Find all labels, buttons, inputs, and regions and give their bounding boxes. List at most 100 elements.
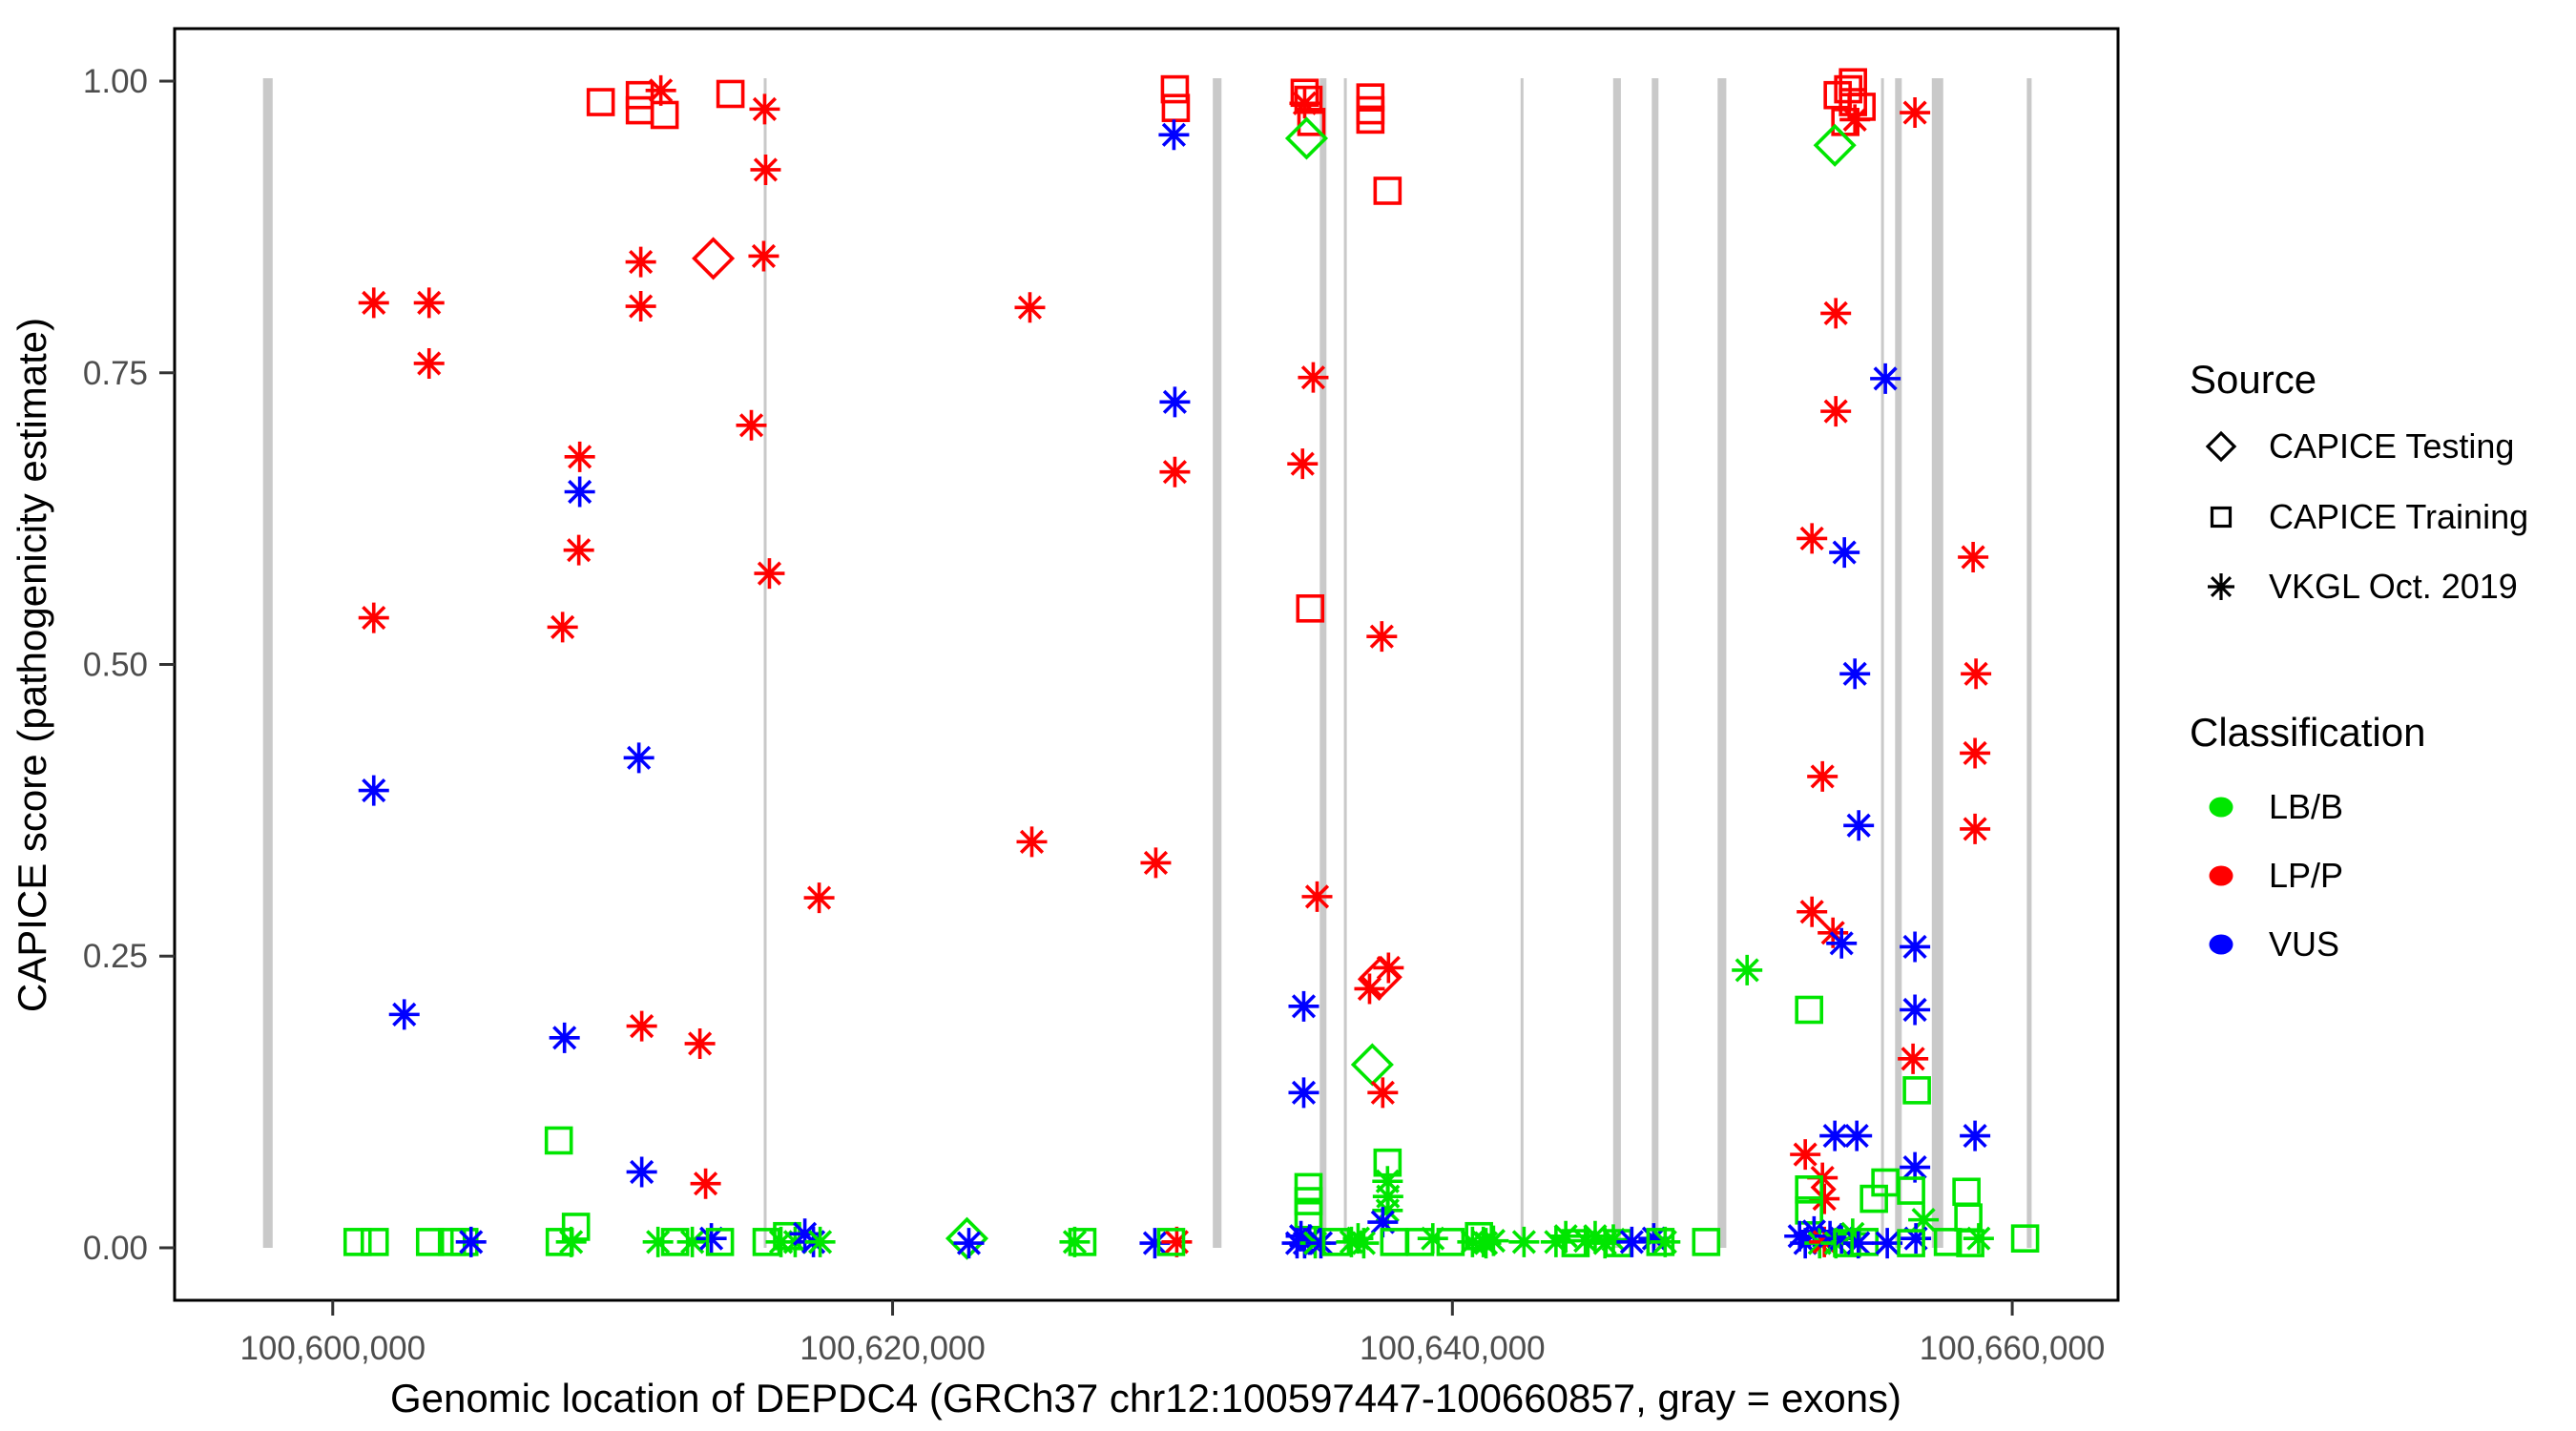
asterisk-icon <box>1908 1204 1940 1235</box>
square-icon <box>650 100 679 130</box>
square-icon <box>1294 85 1323 114</box>
asterisk-icon <box>1901 1223 1932 1255</box>
data-point <box>625 291 656 322</box>
data-point <box>1795 995 1823 1025</box>
data-point <box>1616 1226 1648 1257</box>
data-point <box>1305 1228 1337 1259</box>
asterisk-icon <box>1301 881 1333 912</box>
data-point <box>1960 737 1991 769</box>
data-point <box>748 240 779 272</box>
asterisk-icon <box>563 534 594 566</box>
legend-color-dot-icon <box>2209 934 2233 955</box>
data-point <box>642 1226 674 1257</box>
y-tick-label: 0.00 <box>83 1230 148 1267</box>
data-point <box>360 1228 389 1256</box>
asterisk-icon <box>1288 990 1319 1022</box>
asterisk-icon <box>1417 1223 1448 1255</box>
square-icon <box>1380 1228 1409 1256</box>
asterisk-icon <box>1960 813 1991 844</box>
asterisk-icon <box>358 287 389 319</box>
asterisk-icon <box>1366 621 1398 653</box>
exon-bar <box>1612 78 1621 1248</box>
asterisk-icon <box>1288 1077 1319 1109</box>
asterisk-icon <box>748 240 779 272</box>
y-tick-label: 1.00 <box>83 63 148 100</box>
asterisk-icon <box>1540 1226 1571 1257</box>
asterisk-icon <box>555 1226 587 1257</box>
data-point <box>1298 362 1329 393</box>
asterisk-icon <box>1367 1207 1399 1238</box>
data-point <box>1732 954 1763 985</box>
data-point <box>1285 1220 1317 1252</box>
asterisk-icon <box>1354 973 1385 1005</box>
data-point <box>1287 448 1319 480</box>
data-point <box>415 1228 445 1256</box>
legend-source-item-label: CAPICE Testing <box>2269 426 2514 466</box>
asterisk-icon <box>1140 847 1172 879</box>
asterisk-icon <box>1016 826 1048 858</box>
y-axis: 0.00 0.25 0.50 0.75 1.00 <box>83 63 175 1267</box>
data-point <box>1356 105 1385 135</box>
exon-bars <box>262 78 2032 1248</box>
data-point <box>358 287 389 319</box>
data-point <box>684 1027 716 1059</box>
data-point <box>343 1228 372 1256</box>
diamond-icon <box>1284 116 1329 160</box>
y-tick-label: 0.75 <box>83 355 148 392</box>
data-point <box>1961 658 1992 690</box>
data-point <box>953 1228 985 1259</box>
asterisk-icon <box>626 1010 657 1042</box>
square-icon <box>415 1228 445 1256</box>
exon-bar <box>2026 78 2032 1248</box>
data-point <box>1842 1228 1874 1259</box>
asterisk-icon <box>1616 1226 1648 1257</box>
data-point <box>716 79 745 109</box>
data-point <box>1839 104 1871 135</box>
square-icon <box>1902 1076 1931 1105</box>
data-point <box>1380 1228 1409 1256</box>
data-point <box>1016 826 1048 858</box>
data-point <box>750 154 781 185</box>
diamond-icon <box>1350 1043 1394 1087</box>
data-point <box>1900 931 1931 963</box>
asterisk-icon <box>1287 448 1319 480</box>
asterisk-icon <box>1807 760 1839 792</box>
data-point <box>1826 927 1858 959</box>
data-point <box>1650 1226 1681 1257</box>
square-icon <box>1692 1228 1721 1256</box>
data-point <box>1297 108 1326 136</box>
data-point <box>1841 1120 1873 1151</box>
square-icon <box>1160 74 1190 104</box>
data-point <box>1367 1077 1399 1109</box>
asterisk-icon <box>1139 1228 1171 1259</box>
asterisk-icon <box>1159 456 1191 487</box>
square-icon <box>625 95 654 125</box>
asterisk-icon <box>1819 1120 1851 1151</box>
data-point <box>1958 541 1989 572</box>
exon-bar <box>1319 78 1327 1248</box>
data-point <box>1156 1228 1186 1256</box>
square-icon <box>1795 995 1823 1025</box>
asterisk-icon <box>1372 1194 1403 1226</box>
data-point <box>1870 363 1901 394</box>
data-point <box>1933 1228 1963 1256</box>
asterisk-icon <box>1579 1220 1610 1252</box>
asterisk-icon <box>1820 396 1852 427</box>
asterisk-icon <box>1797 896 1828 927</box>
data-point <box>1508 1226 1540 1257</box>
data-point <box>388 999 420 1030</box>
asterisk-icon <box>1900 994 1931 1026</box>
diamond-icon <box>1813 123 1857 167</box>
x-tick-label: 100,640,000 <box>1360 1330 1546 1367</box>
data-point <box>1820 298 1852 329</box>
data-point <box>1540 1226 1571 1257</box>
data-point <box>650 100 679 130</box>
data-point <box>1897 1176 1925 1205</box>
data-point <box>455 1226 487 1257</box>
data-point <box>358 602 389 633</box>
asterisk-icon <box>1839 104 1871 135</box>
asterisk-icon <box>1797 523 1828 554</box>
data-point <box>1159 456 1191 487</box>
data-point <box>1638 1223 1670 1255</box>
data-point <box>1795 1196 1823 1225</box>
